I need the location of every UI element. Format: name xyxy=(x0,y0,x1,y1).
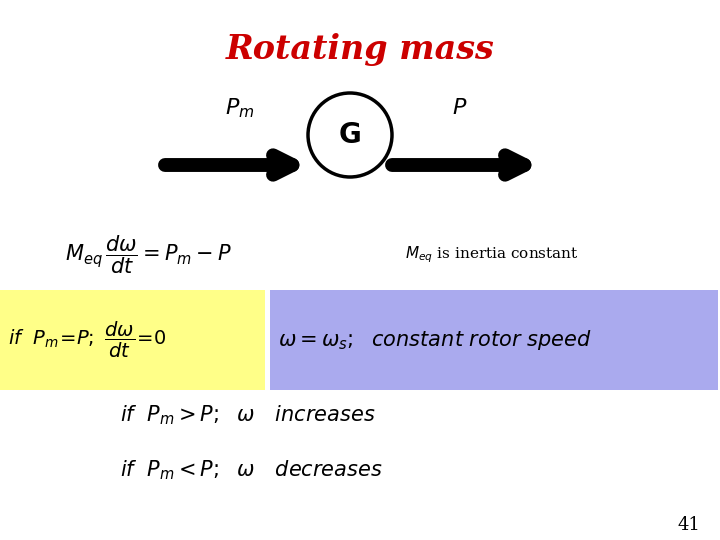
Text: $\mathit{if}\ \ P_m > P\mathit{;}\ \ \omega\ \ \ \mathit{increases}$: $\mathit{if}\ \ P_m > P\mathit{;}\ \ \om… xyxy=(120,403,376,427)
Text: $P_m$: $P_m$ xyxy=(225,96,255,120)
Text: $\omega = \omega_s\mathit{;\ \ constant\ rotor\ speed}$: $\omega = \omega_s\mathit{;\ \ constant\… xyxy=(278,328,592,352)
Text: G: G xyxy=(338,121,361,149)
Text: $M_{eq}\,\dfrac{d\omega}{dt} = P_m - P$: $M_{eq}\,\dfrac{d\omega}{dt} = P_m - P$ xyxy=(65,234,232,276)
Text: $\mathit{if}\ \ P_m\!=\!P;\ \dfrac{d\omega}{dt}\!=\!0$: $\mathit{if}\ \ P_m\!=\!P;\ \dfrac{d\ome… xyxy=(8,320,166,360)
Text: 41: 41 xyxy=(677,516,700,534)
Text: $M_{eq}$ is inertia constant: $M_{eq}$ is inertia constant xyxy=(405,245,579,265)
FancyBboxPatch shape xyxy=(270,290,718,390)
Text: Rotating mass: Rotating mass xyxy=(225,33,495,66)
FancyBboxPatch shape xyxy=(0,290,265,390)
Text: $P$: $P$ xyxy=(452,97,468,119)
Text: $\mathit{if}\ \ P_m < P\mathit{;}\ \ \omega\ \ \ \mathit{decreases}$: $\mathit{if}\ \ P_m < P\mathit{;}\ \ \om… xyxy=(120,458,383,482)
Circle shape xyxy=(308,93,392,177)
